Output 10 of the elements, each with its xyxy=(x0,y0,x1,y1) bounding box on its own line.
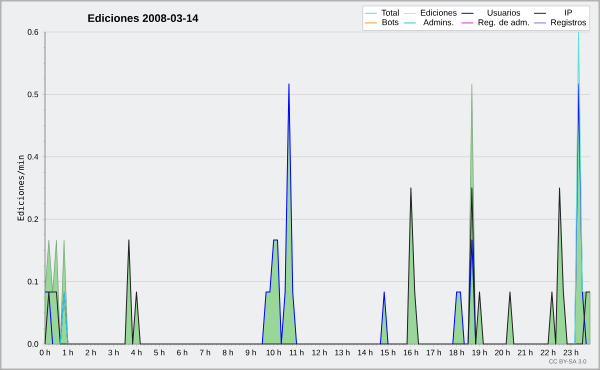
legend-label: Ediciones xyxy=(420,9,457,16)
legend-label: Admins. xyxy=(423,19,454,26)
legend-label: Total xyxy=(382,9,399,16)
legend-label: Reg. de adm. xyxy=(478,19,529,28)
legend-label: IP xyxy=(565,10,572,16)
legend-label: Usuarios xyxy=(488,9,520,16)
y-axis-title: Ediciones/min xyxy=(17,156,25,220)
chart-title: Ediciones 2008-03-14 xyxy=(88,14,198,22)
legend-label: Registros xyxy=(551,19,586,28)
legend-label: Bots xyxy=(382,19,398,26)
